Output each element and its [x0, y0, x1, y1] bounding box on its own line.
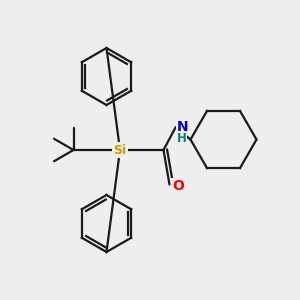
Text: O: O [172, 179, 184, 193]
Text: N: N [177, 120, 189, 134]
Text: Si: Si [113, 143, 127, 157]
Text: H: H [177, 132, 187, 146]
